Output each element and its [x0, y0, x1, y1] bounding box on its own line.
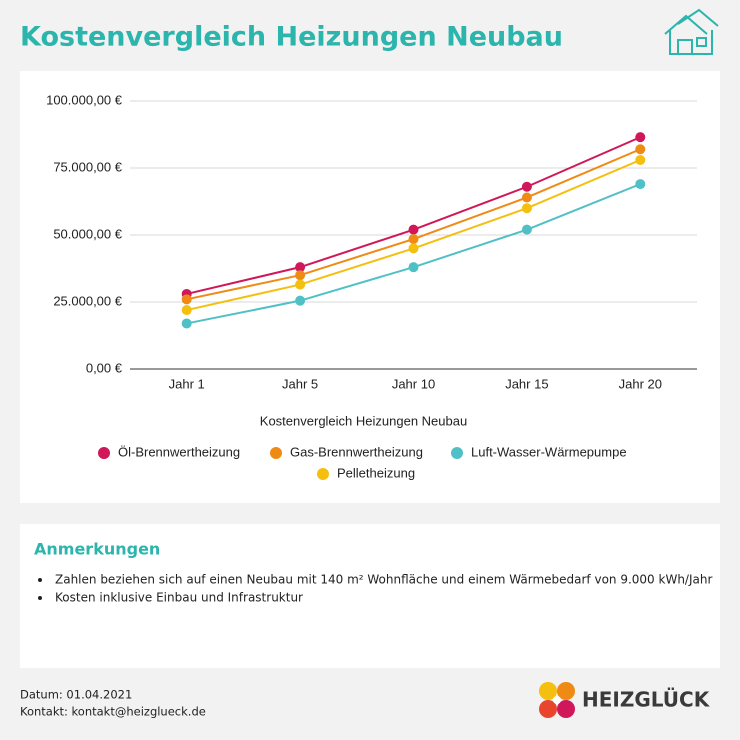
- x-tick-label: Jahr 20: [619, 376, 662, 391]
- footer-contact: Kontakt: kontakt@heizglueck.de: [20, 705, 206, 719]
- data-point: [635, 132, 646, 143]
- logo-icon: [539, 682, 575, 718]
- y-tick-label: 75.000,00 €: [53, 159, 122, 174]
- data-point: [181, 294, 192, 305]
- legend-marker: [270, 447, 282, 459]
- chart: 0,00 € 25.000,00 € 50.000,00 € 75.000,00 € 1…: [46, 92, 697, 480]
- y-tick-label: 25.000,00 €: [53, 293, 122, 308]
- data-point: [181, 318, 192, 329]
- legend-marker: [317, 468, 329, 480]
- notes-title: Anmerkungen: [34, 540, 160, 559]
- y-tick-label: 50.000,00 €: [53, 226, 122, 241]
- bullet: [38, 596, 42, 600]
- note-item: Kosten inklusive Einbau und Infrastruktu…: [55, 591, 303, 605]
- house-icon: [664, 8, 719, 55]
- data-point: [181, 305, 192, 316]
- data-point: [408, 262, 419, 273]
- legend-marker: [98, 447, 110, 459]
- note-item: Zahlen beziehen sich auf einen Neubau mi…: [55, 573, 712, 587]
- x-tick-label: Jahr 5: [282, 376, 318, 391]
- data-point: [521, 224, 532, 235]
- data-point: [295, 279, 306, 290]
- data-point: [635, 154, 646, 165]
- data-point: [635, 179, 646, 190]
- data-point: [295, 262, 306, 273]
- data-point: [521, 203, 532, 214]
- legend-marker: [451, 447, 463, 459]
- legend-label: Luft-Wasser-Wärmepumpe: [471, 444, 627, 459]
- data-point: [295, 270, 306, 281]
- data-point: [635, 144, 646, 155]
- data-point: [521, 192, 532, 203]
- y-tick-label: 100.000,00 €: [46, 92, 123, 107]
- legend-label: Öl-Brennwertheizung: [118, 444, 240, 459]
- chart-panel: [20, 71, 720, 503]
- notes-panel: [20, 524, 720, 668]
- footer-date: Datum: 01.04.2021: [20, 688, 132, 702]
- legend-label: Pelletheizung: [337, 465, 415, 480]
- data-point: [521, 181, 532, 192]
- page-title: Kostenvergleich Heizungen Neubau: [20, 22, 563, 53]
- data-point: [295, 295, 306, 306]
- notes-list: Zahlen beziehen sich auf einen Neubau mi…: [38, 573, 712, 605]
- x-axis-label: Kostenvergleich Heizungen Neubau: [260, 413, 467, 428]
- data-point: [408, 243, 419, 254]
- bullet: [38, 578, 42, 582]
- x-tick-label: Jahr 1: [169, 376, 205, 391]
- data-point: [408, 224, 419, 235]
- data-point: [408, 234, 419, 245]
- x-tick-label: Jahr 10: [392, 376, 435, 391]
- legend-label: Gas-Brennwertheizung: [290, 444, 423, 459]
- x-tick-label: Jahr 15: [505, 376, 548, 391]
- logo-text: HEIZGLÜCK: [582, 688, 711, 712]
- y-tick-label: 0,00 €: [86, 360, 123, 375]
